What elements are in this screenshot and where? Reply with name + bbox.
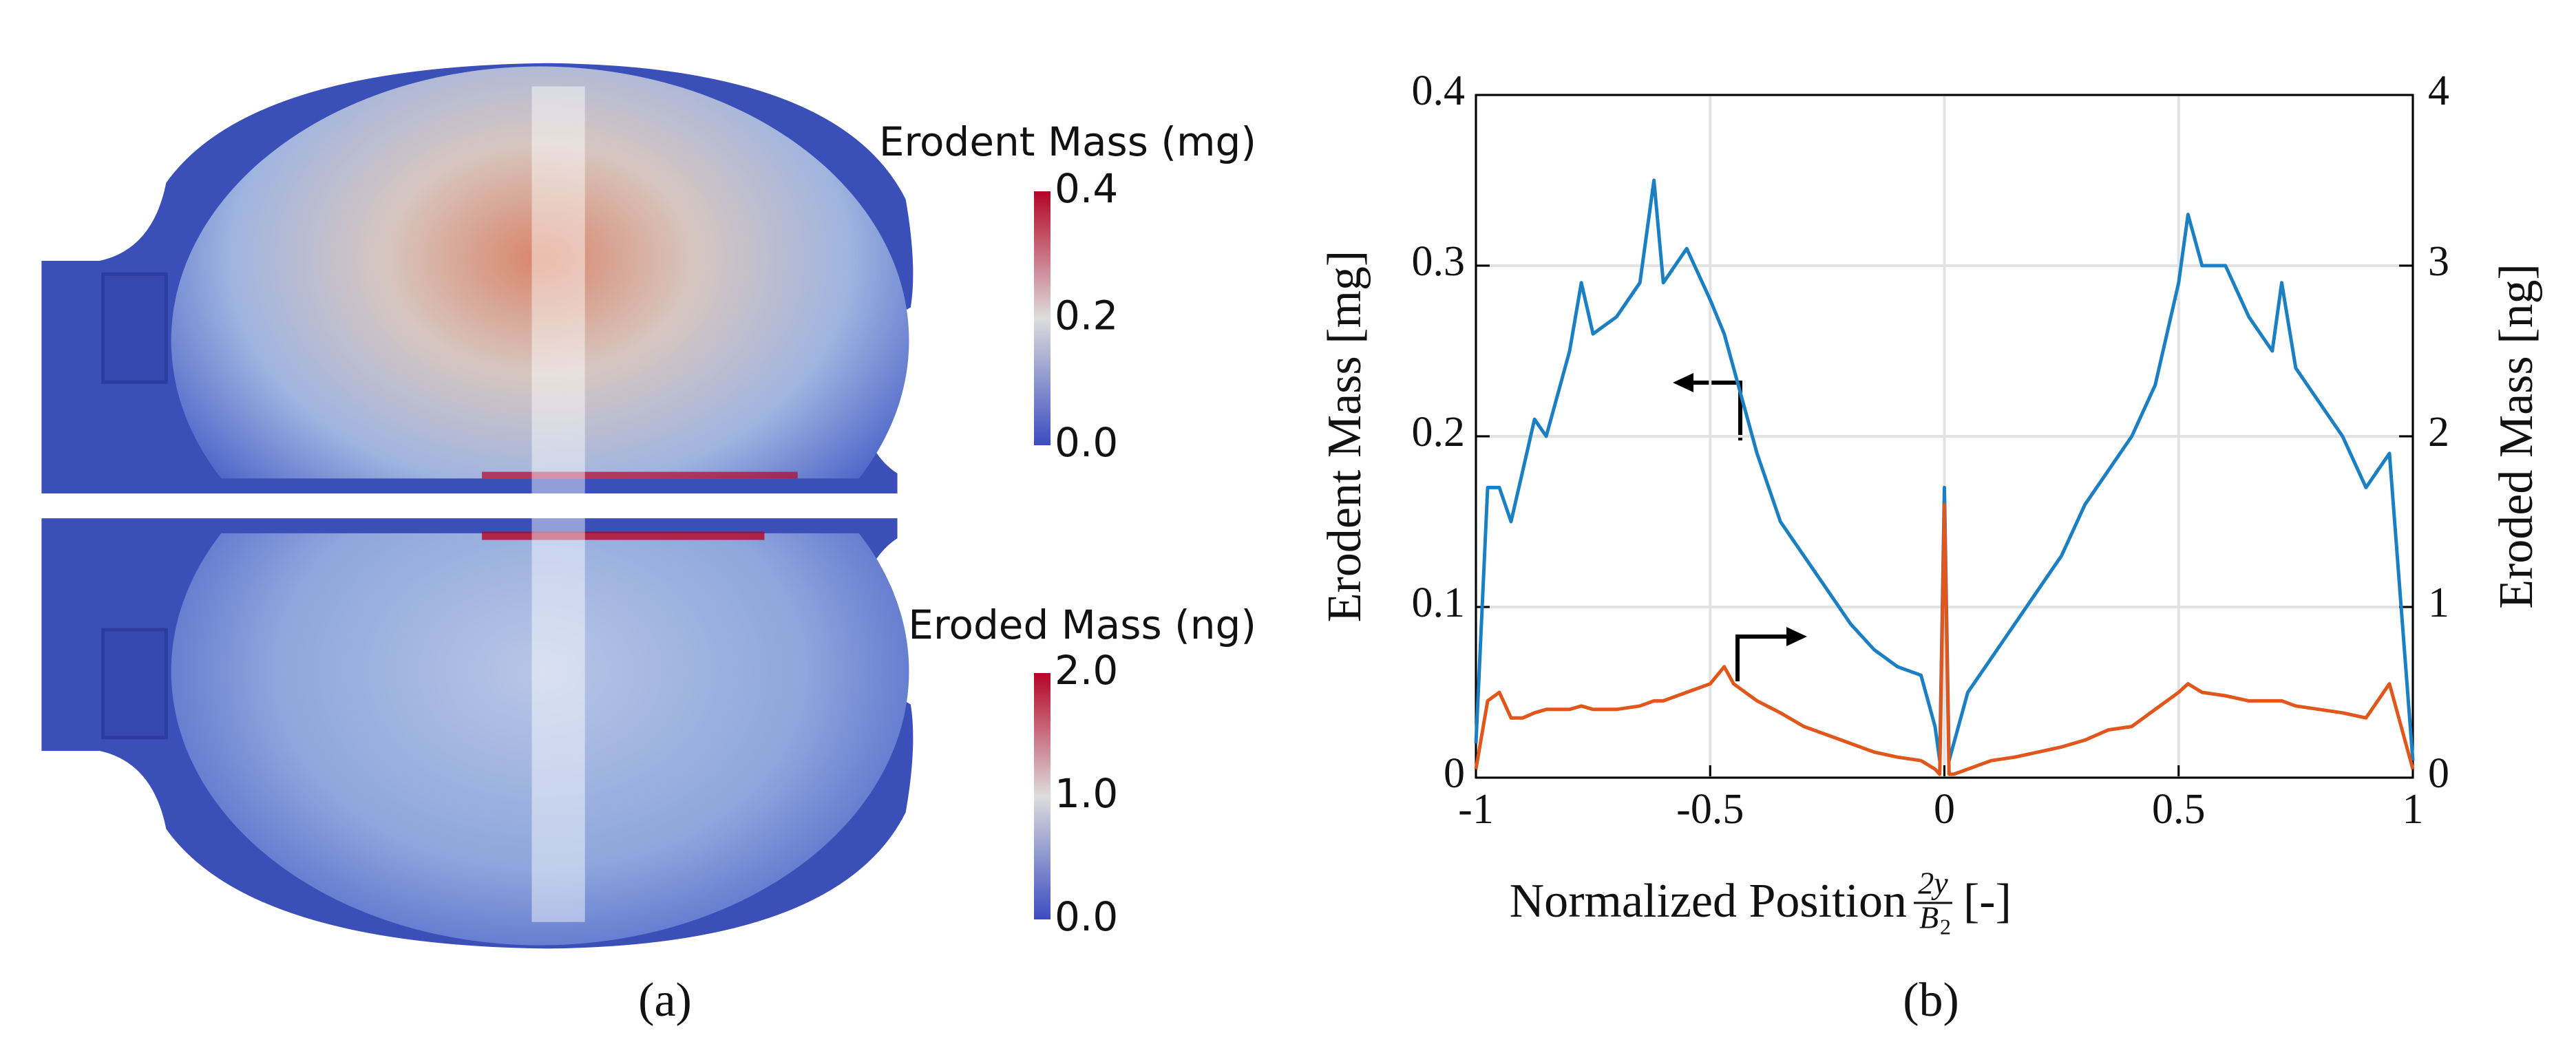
x-axis-label-subscript: 2 (1940, 914, 1951, 939)
x-axis-label-denominator: B (1919, 900, 1939, 935)
colorbar (1034, 191, 1051, 445)
panel-label: (b) (1903, 974, 1959, 1027)
y-tick-label: 0.2 (1412, 409, 1466, 456)
plot-frame (1475, 94, 2414, 779)
y-axis-label: Erodent Mass [mg] (1318, 251, 1371, 622)
y2-tick-label: 0 (2428, 750, 2449, 797)
y2-tick-label: 3 (2428, 238, 2449, 285)
y2-tick-label: 2 (2428, 409, 2449, 456)
y-tick-label: 0 (1444, 750, 1465, 797)
colorbar (1034, 673, 1051, 919)
y2-tick-label: 4 (2428, 67, 2449, 114)
colorbar-tick-label: 0.4 (1055, 165, 1118, 212)
x-axis-label-unit: [-] (1963, 875, 2012, 928)
x-axis-label-numerator: 2y (1918, 866, 1948, 901)
bottom-half (41, 518, 914, 949)
data-line (1474, 502, 2415, 776)
colorbar-tick-label: 2.0 (1055, 647, 1118, 694)
colorbar-tick-label: 0.2 (1055, 292, 1118, 339)
x-tick-label: 0.5 (2152, 786, 2206, 833)
x-tick-label: -0.5 (1676, 786, 1744, 833)
annotation-arrows (1690, 381, 1790, 681)
x-axis-label: Normalized Position (1510, 875, 1907, 928)
data-line (1474, 178, 2415, 763)
top-half (41, 63, 914, 493)
y2-tick-label: 1 (2428, 579, 2449, 626)
y-tick-label: 0.3 (1412, 238, 1466, 285)
colorbar-tick-label: 1.0 (1055, 770, 1118, 817)
colorbar-tick-label: 0.0 (1055, 893, 1118, 940)
x-tick-label: 0 (1934, 786, 1955, 833)
simulation-render (41, 63, 914, 949)
colorbar-tick-label: 0.0 (1055, 419, 1118, 466)
y-tick-label: 0.1 (1412, 579, 1466, 626)
colorbar-title: Erodent Mass (mg) (879, 118, 1256, 165)
colorbar-title: Eroded Mass (ng) (908, 601, 1256, 648)
panel-label: (a) (638, 974, 692, 1027)
y2-axis-label: Eroded Mass [ng] (2490, 264, 2543, 609)
arrow-heads (1673, 373, 1807, 646)
x-tick-label: -1 (1458, 786, 1494, 833)
y-tick-label: 0.4 (1412, 67, 1466, 114)
x-tick-label: 1 (2403, 786, 2424, 833)
